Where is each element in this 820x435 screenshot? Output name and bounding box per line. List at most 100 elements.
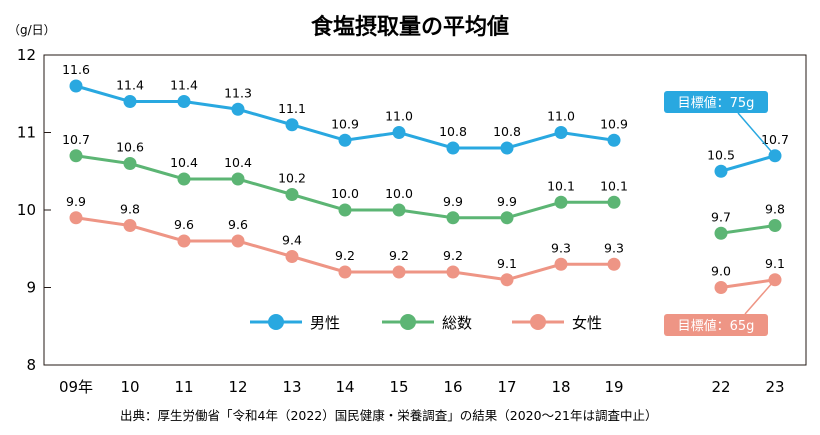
data-point xyxy=(231,172,245,186)
annotations: 目標値：75g 目標値：65g xyxy=(664,91,776,336)
x-tick-label: 09年 xyxy=(59,378,93,396)
data-point xyxy=(231,234,245,248)
data-label: 10.5 xyxy=(707,147,735,162)
data-label: 9.6 xyxy=(228,217,248,232)
y-axis-unit-label: （g/日） xyxy=(8,23,56,37)
data-point xyxy=(554,195,568,209)
y-tick-label: 10 xyxy=(17,201,36,219)
target-callout-label: 目標値：75g xyxy=(678,95,755,111)
legend-marker xyxy=(268,314,284,330)
y-tick-label: 11 xyxy=(17,124,36,142)
x-tick-label: 22 xyxy=(711,378,730,396)
x-tick-label: 17 xyxy=(497,378,516,396)
data-point xyxy=(554,126,568,139)
data-label: 11.3 xyxy=(224,85,252,100)
data-label: 9.1 xyxy=(497,256,517,271)
data-point xyxy=(338,265,352,279)
data-label: 10.1 xyxy=(547,178,575,193)
data-label: 11.1 xyxy=(278,101,306,116)
data-label: 9.9 xyxy=(443,194,463,209)
data-point xyxy=(123,95,137,108)
target-callout-label: 目標値：65g xyxy=(678,318,755,334)
data-point xyxy=(285,118,299,132)
data-label: 11.4 xyxy=(170,78,198,93)
data-point xyxy=(500,141,514,155)
data-point xyxy=(69,211,83,225)
data-label: 9.1 xyxy=(765,256,785,271)
series-line xyxy=(720,224,776,235)
legend: 男性 総数 女性 xyxy=(250,314,602,332)
data-label: 9.4 xyxy=(282,233,302,248)
series-group: 10.7 10.6 10.4 10.4 10.2 10.0 10.0 9.9 9.9 10.1 10… xyxy=(62,132,785,240)
data-label: 9.7 xyxy=(711,209,731,224)
data-label: 10.8 xyxy=(439,124,467,139)
x-tick-label: 16 xyxy=(443,378,462,396)
data-label: 9.9 xyxy=(497,194,517,209)
data-label: 9.3 xyxy=(551,240,571,255)
data-point xyxy=(554,257,568,271)
data-point xyxy=(446,211,460,225)
data-point xyxy=(500,211,514,225)
data-label: 9.0 xyxy=(711,264,731,279)
legend-marker xyxy=(400,314,416,330)
data-label: 10.8 xyxy=(493,124,521,139)
target-leader-line xyxy=(737,112,776,157)
x-tick-label: 15 xyxy=(389,378,408,396)
data-point xyxy=(123,219,137,232)
data-point xyxy=(446,265,460,279)
y-tick-label: 9 xyxy=(26,279,36,297)
data-label: 10.0 xyxy=(385,186,413,201)
data-point xyxy=(338,203,352,217)
data-point xyxy=(177,234,191,248)
data-label: 9.3 xyxy=(604,240,624,255)
data-label: 10.6 xyxy=(116,140,144,155)
legend-marker xyxy=(530,314,546,330)
data-point xyxy=(285,188,299,201)
target-callout-box xyxy=(664,91,768,113)
data-point xyxy=(177,172,191,186)
x-axis: 09年 10 11 12 13 14 15 16 17 18 19 22 23 xyxy=(59,378,785,396)
data-label: 9.2 xyxy=(443,248,463,263)
data-label: 10.1 xyxy=(600,178,628,193)
data-point xyxy=(607,257,621,271)
legend-label: 男性 xyxy=(310,314,340,332)
data-label: 11.0 xyxy=(385,109,413,124)
x-tick-label: 23 xyxy=(765,378,784,396)
y-axis: 8 9 10 11 12 xyxy=(17,46,51,374)
data-label: 10.4 xyxy=(224,155,252,170)
data-label: 10.7 xyxy=(761,132,789,147)
data-point xyxy=(392,265,406,279)
target-leader-line xyxy=(744,279,776,315)
data-point xyxy=(123,157,137,170)
data-label: 10.2 xyxy=(278,171,306,186)
series-layer: 11.6 11.4 11.4 11.3 11.1 10.9 11.0 10.8 10.8 11.0… xyxy=(62,62,789,294)
data-label: 9.6 xyxy=(174,217,194,232)
data-point xyxy=(69,149,83,163)
y-tick-label: 8 xyxy=(26,356,36,374)
data-label: 11.4 xyxy=(116,78,144,93)
data-point xyxy=(607,133,621,147)
data-label: 9.2 xyxy=(389,248,409,263)
legend-label: 女性 xyxy=(572,314,602,332)
data-point xyxy=(392,203,406,217)
legend-label: 総数 xyxy=(442,314,472,332)
data-label: 11.6 xyxy=(62,62,90,77)
x-tick-label: 11 xyxy=(174,378,193,396)
data-label: 9.9 xyxy=(66,194,86,209)
data-point xyxy=(338,133,352,147)
data-point xyxy=(231,102,245,116)
source-note: 出典：厚生労働省「令和4年（2022）国民健康・栄養調査」の結果（2020～21… xyxy=(120,408,657,423)
chart-title: 食塩摂取量の平均値 xyxy=(311,14,509,40)
data-label: 10.9 xyxy=(331,116,359,131)
data-point xyxy=(714,164,728,178)
data-label: 9.8 xyxy=(765,202,785,217)
data-label: 10.0 xyxy=(331,186,359,201)
x-tick-label: 12 xyxy=(228,378,247,396)
x-tick-label: 18 xyxy=(551,378,570,396)
data-label: 9.2 xyxy=(335,248,355,263)
data-point xyxy=(500,273,514,287)
data-point xyxy=(177,95,191,108)
data-point xyxy=(392,126,406,139)
data-point xyxy=(714,281,728,294)
